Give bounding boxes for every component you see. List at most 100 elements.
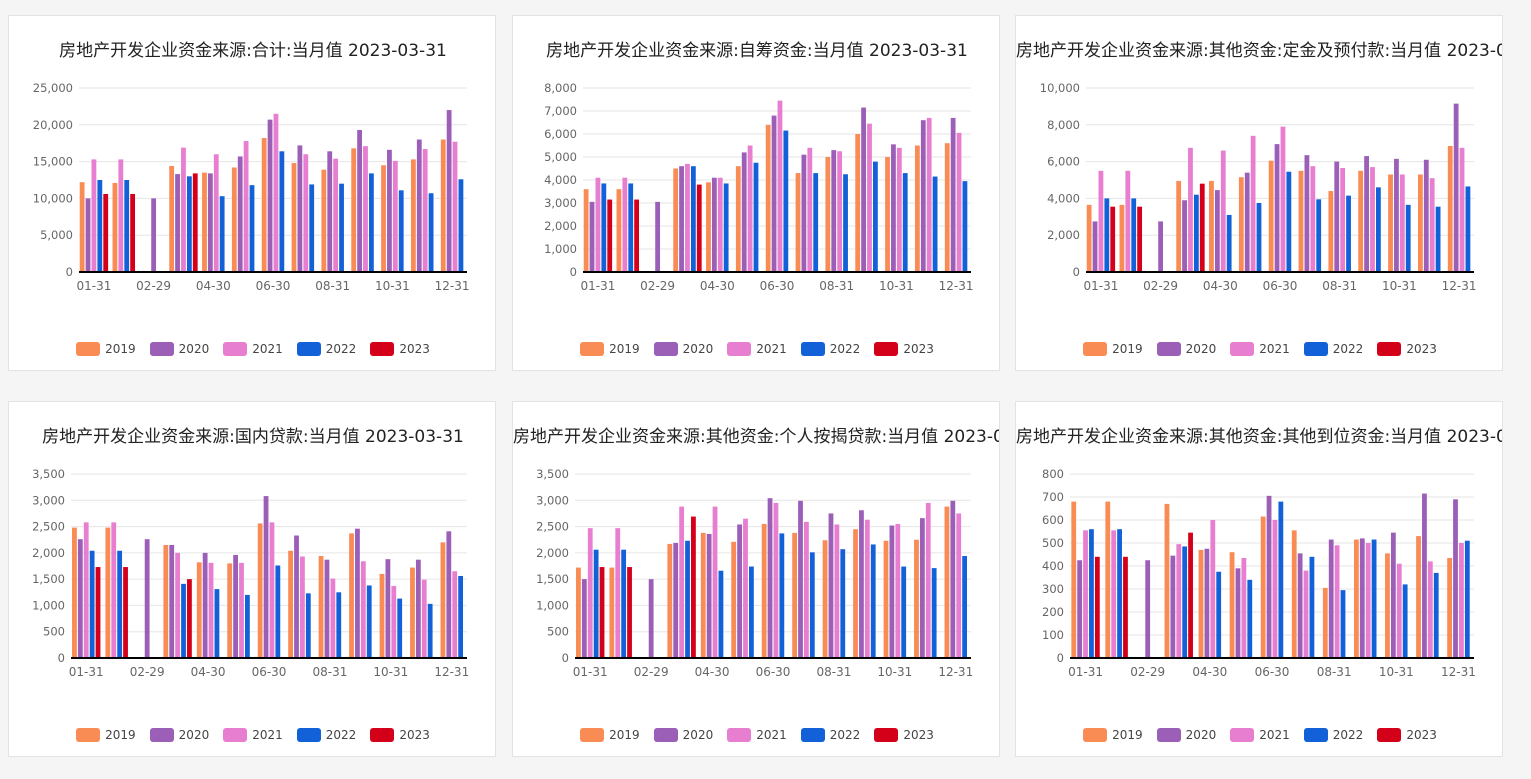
bar-2021[interactable] bbox=[333, 158, 339, 272]
bar-2019[interactable] bbox=[1105, 501, 1111, 658]
bar-2019[interactable] bbox=[609, 567, 615, 658]
bar-2023[interactable] bbox=[187, 579, 192, 658]
bar-2019[interactable] bbox=[667, 543, 673, 658]
bar-2022[interactable] bbox=[1371, 539, 1377, 658]
bar-2020[interactable] bbox=[861, 107, 866, 272]
bar-2020[interactable] bbox=[267, 119, 273, 273]
bar-2021[interactable] bbox=[1250, 135, 1256, 272]
bar-2022[interactable] bbox=[723, 183, 729, 272]
bar-2020[interactable] bbox=[169, 544, 175, 658]
bar-2021[interactable] bbox=[111, 522, 117, 658]
bar-2020[interactable] bbox=[144, 539, 150, 658]
bar-2019[interactable] bbox=[855, 134, 861, 272]
bar-2020[interactable] bbox=[891, 144, 896, 272]
bar-2021[interactable] bbox=[1125, 170, 1131, 272]
bar-2021[interactable] bbox=[452, 141, 458, 272]
bar-2019[interactable] bbox=[1238, 177, 1244, 272]
bar-2022[interactable] bbox=[458, 575, 464, 658]
bar-2020[interactable] bbox=[950, 117, 956, 273]
bar-2021[interactable] bbox=[864, 519, 870, 658]
bar-2021[interactable] bbox=[422, 149, 428, 272]
bar-2020[interactable] bbox=[1145, 560, 1151, 658]
bar-2022[interactable] bbox=[718, 570, 724, 658]
bar-2020[interactable] bbox=[263, 496, 269, 658]
bar-2019[interactable] bbox=[410, 567, 415, 658]
bar-2023[interactable] bbox=[607, 199, 613, 272]
bar-2022[interactable] bbox=[1247, 579, 1253, 658]
legend-item-2022[interactable]: 2022 bbox=[296, 340, 356, 358]
bar-2020[interactable] bbox=[1235, 568, 1241, 658]
bar-2020[interactable] bbox=[1092, 221, 1098, 272]
legend-item-2019[interactable]: 2019 bbox=[76, 726, 136, 744]
bar-2020[interactable] bbox=[1390, 532, 1396, 658]
bar-2021[interactable] bbox=[1241, 557, 1247, 658]
bar-2021[interactable] bbox=[773, 502, 779, 658]
bar-2022[interactable] bbox=[117, 550, 123, 658]
legend-item-2020[interactable]: 2020 bbox=[1156, 726, 1216, 744]
bar-2021[interactable] bbox=[243, 140, 249, 272]
bar-2020[interactable] bbox=[1158, 221, 1164, 272]
bar-2020[interactable] bbox=[416, 139, 422, 272]
bar-2021[interactable] bbox=[956, 132, 962, 272]
bar-2021[interactable] bbox=[1303, 570, 1309, 658]
bar-2020[interactable] bbox=[706, 533, 712, 658]
bar-2019[interactable] bbox=[1198, 549, 1204, 658]
bar-2020[interactable] bbox=[1214, 190, 1220, 272]
bar-2021[interactable] bbox=[1370, 167, 1375, 272]
bar-2020[interactable] bbox=[1182, 200, 1187, 272]
bar-2019[interactable] bbox=[883, 540, 889, 658]
bar-2021[interactable] bbox=[743, 518, 748, 658]
bar-2019[interactable] bbox=[1260, 516, 1266, 658]
bar-2020[interactable] bbox=[294, 535, 299, 658]
legend-item-2019[interactable]: 2019 bbox=[1083, 340, 1143, 358]
bar-2022[interactable] bbox=[1464, 540, 1470, 658]
bar-2022[interactable] bbox=[690, 166, 696, 272]
bar-2019[interactable] bbox=[735, 166, 741, 272]
bar-2019[interactable] bbox=[1268, 160, 1274, 272]
bar-2021[interactable] bbox=[175, 552, 181, 658]
bar-2019[interactable] bbox=[1447, 557, 1453, 658]
bar-2021[interactable] bbox=[392, 160, 398, 272]
bar-2021[interactable] bbox=[956, 513, 962, 658]
bar-2020[interactable] bbox=[357, 129, 362, 272]
bar-2020[interactable] bbox=[679, 166, 684, 272]
bar-2021[interactable] bbox=[208, 562, 214, 658]
bar-2019[interactable] bbox=[1209, 180, 1214, 272]
bar-2022[interactable] bbox=[1216, 571, 1222, 658]
bar-2019[interactable] bbox=[673, 168, 679, 273]
bar-2019[interactable] bbox=[440, 139, 446, 272]
bar-2021[interactable] bbox=[777, 100, 783, 273]
bar-2020[interactable] bbox=[387, 149, 392, 272]
bar-2020[interactable] bbox=[327, 151, 333, 272]
bar-2019[interactable] bbox=[231, 167, 237, 272]
bar-2019[interactable] bbox=[792, 532, 798, 658]
legend-item-2022[interactable]: 2022 bbox=[1303, 340, 1363, 358]
bar-2023[interactable] bbox=[192, 173, 198, 272]
bar-2020[interactable] bbox=[648, 579, 654, 658]
legend-item-2020[interactable]: 2020 bbox=[149, 726, 209, 744]
bar-2020[interactable] bbox=[1394, 158, 1399, 272]
legend-item-2022[interactable]: 2022 bbox=[800, 726, 860, 744]
bar-2021[interactable] bbox=[1280, 126, 1286, 272]
bar-2022[interactable] bbox=[779, 533, 785, 658]
bar-2020[interactable] bbox=[1364, 156, 1369, 272]
bar-2021[interactable] bbox=[747, 145, 753, 273]
bar-2022[interactable] bbox=[962, 181, 968, 272]
bar-2020[interactable] bbox=[237, 156, 243, 272]
bar-2019[interactable] bbox=[731, 541, 737, 658]
bar-2019[interactable] bbox=[288, 550, 294, 658]
legend-item-2021[interactable]: 2021 bbox=[727, 340, 787, 358]
bar-2021[interactable] bbox=[363, 146, 368, 272]
bar-2020[interactable] bbox=[589, 201, 595, 272]
bar-2019[interactable] bbox=[112, 182, 118, 272]
bar-2021[interactable] bbox=[330, 578, 336, 658]
bar-2022[interactable] bbox=[181, 583, 186, 658]
bar-2019[interactable] bbox=[1447, 145, 1453, 272]
bar-2019[interactable] bbox=[583, 189, 589, 272]
bar-2022[interactable] bbox=[685, 540, 690, 658]
bar-2022[interactable] bbox=[366, 585, 372, 658]
bar-2021[interactable] bbox=[391, 585, 397, 658]
bar-2020[interactable] bbox=[324, 559, 330, 658]
bar-2020[interactable] bbox=[771, 115, 777, 272]
bar-2019[interactable] bbox=[914, 145, 920, 273]
